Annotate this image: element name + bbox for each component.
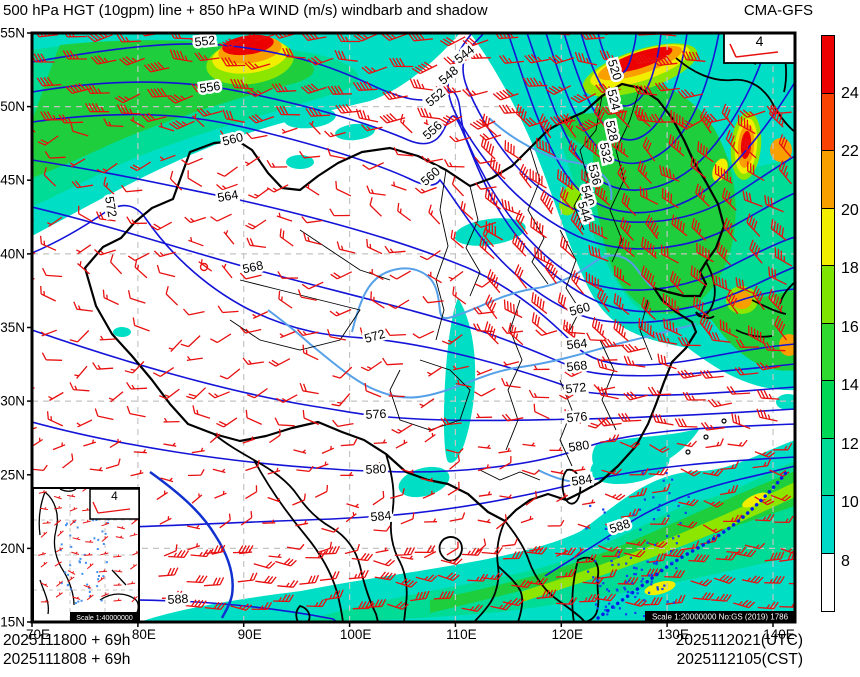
svg-text:572: 572 <box>565 380 587 396</box>
lon-label: 100E <box>340 627 372 642</box>
lat-label: 40N <box>0 246 25 261</box>
map-scale-text: Scale 1:20000000 No:GS (2019) 1786 <box>652 613 789 622</box>
model-label: CMA-GFS <box>743 2 813 19</box>
colorbar-segment <box>821 150 835 210</box>
colorbar-tick-label: 16 <box>841 318 859 336</box>
svg-text:548: 548 <box>436 63 461 87</box>
svg-text:564: 564 <box>566 336 588 352</box>
svg-text:568: 568 <box>241 258 264 276</box>
init-time-2: 2025111808 + 69h <box>3 651 131 668</box>
valid-time-utc: 2025112021(UTC) <box>675 632 803 649</box>
colorbar-segment <box>821 265 835 325</box>
barb-legend-symbol <box>729 43 779 58</box>
page-title: 500 hPa HGT (10gpm) line + 850 hPa WIND … <box>3 2 488 19</box>
svg-text:576: 576 <box>365 407 387 422</box>
inset-barb-legend-value: 4 <box>111 489 118 503</box>
svg-text:556: 556 <box>420 118 445 142</box>
colorbar-tick-label: 20 <box>841 201 859 219</box>
colorbar-tick-label: 22 <box>841 143 859 160</box>
svg-text:588: 588 <box>167 592 189 607</box>
valid-time-cst: 2025112105(CST) <box>676 651 803 668</box>
lat-label: 15N <box>0 615 25 630</box>
lat-label: 20N <box>0 541 25 556</box>
island-dots-layer <box>585 471 690 618</box>
colorbar-segment <box>821 552 835 612</box>
lon-label: 130E <box>657 627 689 642</box>
svg-text:580: 580 <box>365 462 387 477</box>
svg-text:572: 572 <box>102 195 119 218</box>
svg-text:584: 584 <box>571 472 594 489</box>
inset-barb-legend-box <box>89 488 140 520</box>
svg-text:584: 584 <box>370 508 392 524</box>
svg-text:560: 560 <box>418 164 443 188</box>
barb-legend-box: 4 <box>723 32 796 64</box>
colorbar-tick-label: 12 <box>841 435 859 453</box>
lon-label: 120E <box>552 627 584 642</box>
svg-text:552: 552 <box>194 33 216 49</box>
svg-text:580: 580 <box>568 438 591 455</box>
colorbar-tick-label: 8 <box>841 552 850 570</box>
colorbar-tick-label: 18 <box>841 260 859 277</box>
lon-label: 90E <box>238 627 262 642</box>
lat-label: 25N <box>0 467 25 482</box>
lat-label: 55N <box>0 26 25 41</box>
svg-text:560: 560 <box>568 300 592 319</box>
map-scale-box: Scale 1:20000000 No:GS (2019) 1786 <box>645 611 795 622</box>
init-time-1: 2025111800 + 69h <box>3 632 131 649</box>
inset-barb-legend-symbol <box>92 501 131 514</box>
svg-text:564: 564 <box>216 188 239 205</box>
colorbar-segment <box>821 92 835 152</box>
lon-label: 70E <box>26 627 50 642</box>
svg-text:568: 568 <box>566 358 588 374</box>
lat-label: 35N <box>0 320 25 335</box>
lon-label: 140E <box>763 627 795 642</box>
colorbar-segment <box>821 322 835 382</box>
colorbar-tick-label: 24 <box>841 84 859 102</box>
lon-label: 110E <box>446 627 477 642</box>
lat-label: 50N <box>0 99 25 114</box>
colorbar-tick-label: 10 <box>841 494 859 511</box>
svg-text:576: 576 <box>566 409 588 425</box>
colorbar: 24 22 20 18 16 14 12 10 8 <box>821 35 860 620</box>
inset-map: 4 Scale 1:40000000 <box>32 487 140 623</box>
lat-label: 30N <box>0 394 25 409</box>
inset-scale-text: Scale 1:40000000 <box>76 615 133 622</box>
lat-label: 45N <box>0 173 25 188</box>
colorbar-segment <box>821 207 835 267</box>
svg-text:556: 556 <box>199 79 222 96</box>
inset-scale-box <box>70 612 139 622</box>
calm-wind-symbol <box>199 262 209 272</box>
svg-text:572: 572 <box>363 327 387 346</box>
inset-map-content <box>33 488 139 622</box>
colorbar-segment <box>821 35 835 94</box>
colorbar-segment <box>821 437 835 497</box>
colorbar-tick-label: 14 <box>841 377 859 394</box>
rivers-layer <box>149 117 697 619</box>
barb-legend-value: 4 <box>756 33 764 49</box>
colorbar-segment <box>821 380 835 440</box>
colorbar-segment <box>821 495 835 555</box>
lon-label: 80E <box>132 627 156 642</box>
